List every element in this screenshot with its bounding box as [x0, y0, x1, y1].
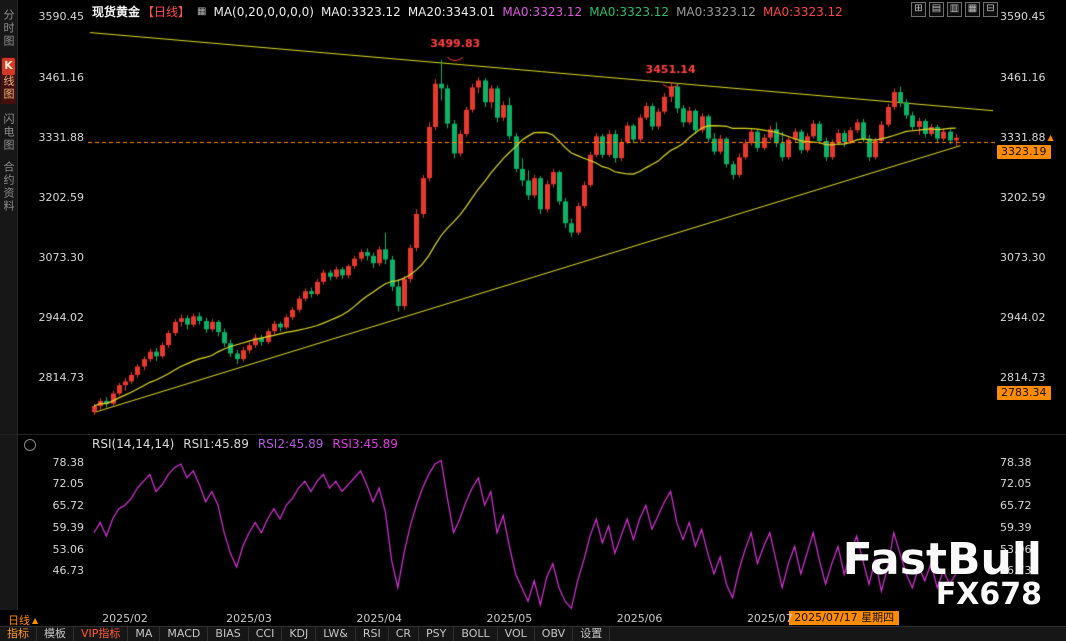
price-axis-label: 3461.16 [1000, 70, 1046, 84]
month-label: 2025/03 [226, 612, 272, 625]
rsi-axis-label: 53.06 [52, 542, 85, 556]
crosshair-date-label: 2025/07/17 星期四 [789, 611, 900, 625]
toolbar-item-VOL[interactable]: VOL [498, 627, 535, 641]
toolbar-item-CCI[interactable]: CCI [249, 627, 283, 641]
price-axis-label: 2944.02 [1000, 311, 1046, 325]
ma-settings-label: MA(0,20,0,0,0,0) [213, 4, 314, 19]
ma-values: MA0:3323.12 MA20:3343.01 MA0:3323.12 MA0:33… [321, 5, 843, 19]
toolbar-item-VIP指标[interactable]: VIP指标 [74, 627, 129, 641]
price-axis-label: 3202.59 [38, 190, 85, 204]
watermark: FastBull FX678 [843, 538, 1042, 610]
low-price-label: 2783.34 [997, 385, 1051, 400]
price-axis-label: 3331.88 ▲ [1000, 130, 1054, 144]
period-selector-label: 日线 [8, 614, 30, 627]
month-label: 2025/07 [746, 612, 793, 625]
price-up-arrow-icon: ▲ [1047, 132, 1054, 142]
rsi-axis-label: 46.73 [1000, 564, 1032, 578]
rsi-axis-label: 78.38 [1000, 455, 1032, 469]
left-price-axis: 3590.45 3461.16 3331.88 3202.59 3073.30 2944.… [18, 0, 88, 610]
period-tag: 【日线】 [142, 5, 191, 19]
sidebar-item-K线图[interactable]: K线图 [1, 57, 16, 104]
toolbar-item-MA[interactable]: MA [128, 627, 161, 641]
layout-controls: ⊞ ▤ ▥ ▦ ⊟ [911, 2, 998, 17]
price-axis-label: 3590.45 [1000, 10, 1046, 24]
price-axis-label: 2814.73 [38, 371, 85, 385]
toolbar-item-模板[interactable]: 模板 [37, 627, 74, 641]
time-axis: 日线 ▲ 2025/07/17 星期四 2025/02 2025/03 2025/04… [0, 610, 1066, 628]
toolbar-item-LW&[interactable]: LW& [316, 627, 356, 641]
ma-value: MA0:3323.12 [589, 4, 670, 19]
ma-value: MA20:3343.01 [407, 4, 496, 19]
toolbar-item-PSY[interactable]: PSY [419, 627, 455, 641]
rsi-axis-label: 59.39 [1000, 520, 1032, 534]
toolbar-item-设置[interactable]: 设置 [573, 627, 611, 641]
sidebar-item-闪电图[interactable]: 闪电图 [2, 113, 15, 152]
rsi-values: RSI1:45.89 RSI2:45.89 RSI3:45.89 [183, 437, 398, 451]
ma-value: MA0:3323.12 [762, 4, 843, 19]
main-price-chart[interactable] [88, 0, 995, 434]
active-tab-badge: K [2, 58, 15, 75]
month-label: 2025/06 [616, 612, 663, 625]
price-axis-label: 3590.45 [38, 10, 85, 24]
price-axis-label: 3202.59 [1000, 190, 1046, 204]
rows-layout-icon[interactable]: ▤ [929, 2, 944, 17]
watermark-brand: FastBull [842, 534, 1042, 585]
rsi-value: RSI2:45.89 [257, 436, 324, 451]
sidebar-item-分时图[interactable]: 分时图 [2, 9, 15, 48]
toolbar-item-KDJ[interactable]: KDJ [282, 627, 317, 641]
rsi-axis-label: 65.72 [52, 499, 85, 513]
ma-value: MA0:3323.12 [676, 4, 756, 19]
toolbar-item-BOLL[interactable]: BOLL [454, 627, 498, 641]
toolbar-item-指标[interactable]: 指标 [0, 627, 37, 641]
month-label: 2025/04 [356, 612, 403, 625]
toolbar-item-CR[interactable]: CR [389, 627, 420, 641]
rsi-axis-label: 59.39 [52, 520, 85, 534]
rsi-indicator-chart[interactable] [88, 452, 995, 610]
right-price-axis: 3323.19 2783.34 3590.45 3461.16 3331.88 ▲ 32… [995, 0, 1066, 610]
month-label: 2025/05 [486, 612, 533, 625]
dropdown-arrow-icon: ▲ [32, 616, 39, 625]
rsi-title: RSI(14,14,14) [92, 436, 175, 451]
rsi-axis-label: 78.38 [52, 455, 85, 469]
rsi-axis-label: 72.05 [52, 477, 85, 491]
chart-legend: 现货黄金 【日线】 ▦ MA(0,20,0,0,0,0) MA0:3323.12… [92, 3, 843, 20]
price-axis-label: 3073.30 [1000, 251, 1046, 265]
chart-type-sidebar: 分时图 K线图闪电图合约资料 [0, 0, 18, 610]
toolbar-item-RSI[interactable]: RSI [356, 627, 389, 641]
symbol-name: 现货黄金 [92, 5, 141, 19]
grid-layout-icon[interactable]: ⊞ [911, 2, 926, 17]
columns-layout-icon[interactable]: ▥ [947, 2, 962, 17]
rsi-axis-label: 65.72 [1000, 499, 1032, 513]
price-axis-label: 3331.88 [38, 130, 85, 144]
indicator-collapse-icon[interactable] [24, 439, 36, 451]
panes-layout-icon[interactable]: ▦ [965, 2, 980, 17]
rsi-value: RSI1:45.89 [183, 436, 249, 451]
price-axis-label: 2814.73 [1000, 371, 1046, 385]
rsi-value: RSI3:45.89 [332, 436, 398, 451]
rsi-axis-label: 46.73 [52, 564, 85, 578]
price-axis-label: 2944.02 [38, 311, 85, 325]
ma-settings-icon[interactable]: ▦ [197, 6, 207, 17]
watermark-sub: FX678 [935, 577, 1042, 612]
toolbar-item-MACD[interactable]: MACD [160, 627, 209, 641]
rsi-legend: RSI(14,14,14) RSI1:45.89 RSI2:45.89 RSI3:4… [0, 434, 1066, 452]
minimize-layout-icon[interactable]: ⊟ [983, 2, 998, 17]
indicator-toolbar: 指标 模板 VIP指标 MA MACD BIAS CCI KDJ LW& RSI CR PSY BOLL… [0, 626, 1066, 641]
period-selector[interactable]: 日线 ▲ [8, 612, 38, 628]
toolbar-item-BIAS[interactable]: BIAS [208, 627, 249, 641]
sidebar-item-合约资料[interactable]: 合约资料 [2, 161, 15, 213]
price-axis-label: 3073.30 [38, 251, 85, 265]
ma-value: MA0:3323.12 [502, 4, 583, 19]
toolbar-item-OBV[interactable]: OBV [535, 627, 574, 641]
crosshair-price-label: 3323.19 [997, 144, 1051, 159]
month-label: 2025/02 [102, 612, 148, 625]
ma-value: MA0:3323.12 [320, 4, 401, 19]
rsi-axis-label: 53.06 [1000, 542, 1032, 556]
rsi-axis-label: 72.05 [1000, 477, 1032, 491]
price-axis-label: 3461.16 [38, 70, 85, 84]
